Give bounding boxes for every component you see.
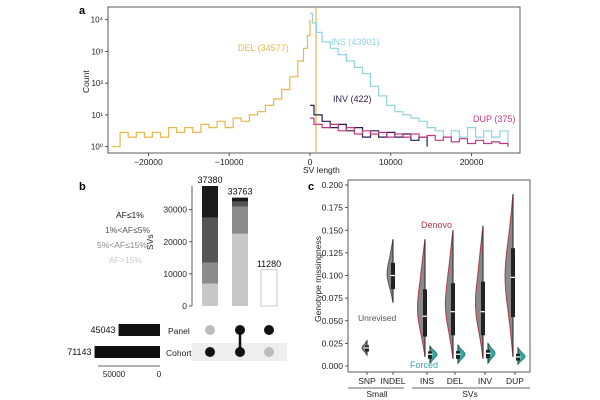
- upset-ylabel: SVs: [145, 234, 155, 250]
- upset-bar-segment: [202, 283, 218, 306]
- legend-af-2: 1%<AF≤5%: [105, 225, 151, 235]
- series-line-inv: [310, 104, 428, 147]
- upset-bar-segment: [232, 201, 248, 207]
- panel-c-ylabel: Genotype missingness: [313, 236, 323, 322]
- box-forced-ins-box: [428, 351, 432, 359]
- c-y-tick-label: 0.175: [322, 203, 344, 213]
- box-denovo-del-box: [451, 283, 455, 336]
- y-tick-label: 10⁴: [91, 16, 104, 25]
- panel-c: c 0.000 0.025 0.050 0.075 0.100 0.125 0.150 0.1…: [308, 179, 531, 399]
- c-x-tick-label: SNP: [358, 376, 376, 386]
- x-tick-label: 10000: [379, 157, 403, 167]
- annotation-unrevised: Unrevised: [358, 313, 397, 323]
- legend-af-3: 5%<AF≤15%: [97, 240, 147, 250]
- box-denovo-dup-box: [511, 248, 515, 318]
- c-y-tick-label: 0.100: [322, 271, 344, 281]
- c-y-tick-label: 0.050: [322, 316, 344, 326]
- upset-y-tick-label: 30000: [163, 205, 187, 215]
- box-denovo-ins-box: [423, 289, 427, 337]
- annotation-denovo: Denovo: [421, 220, 452, 230]
- panel-c-frame: [347, 179, 531, 373]
- c-x-tick-label: INDEL: [380, 376, 405, 386]
- upset-matrix-dot: [264, 347, 274, 357]
- upset-bar-segment: [202, 217, 218, 263]
- set-name-panel: Panel: [168, 326, 190, 336]
- panel-c-label: c: [308, 181, 314, 193]
- upset-bar-label: 11280: [257, 259, 281, 269]
- c-x-tick-label: DEL: [447, 376, 464, 386]
- upset-bar-segment: [260, 269, 278, 307]
- x-tick-label: −10000: [215, 157, 244, 167]
- series-line-ins: [310, 12, 509, 147]
- violin-forced-del: [457, 343, 466, 365]
- y-tick-label: 10³: [91, 47, 103, 56]
- series-line-dup: [310, 117, 509, 147]
- panel-a-frame: [107, 6, 521, 154]
- series-label-inv: INV (422): [333, 94, 372, 104]
- upset-bar-label: 37380: [197, 175, 222, 185]
- panel-b-label: b: [79, 181, 86, 193]
- set-size-bar: [94, 346, 160, 358]
- panel-a-label: a: [79, 5, 86, 17]
- panel-a-xlabel: SV length: [303, 165, 340, 175]
- series-label-dup: DUP (375): [473, 114, 515, 124]
- upset-matrix-dot: [205, 325, 215, 335]
- upset-bar-segment: [202, 262, 218, 284]
- upset-y-tick-label: 20000: [163, 237, 187, 247]
- group-label-small: Small: [366, 389, 387, 399]
- set-size-bar: [118, 324, 160, 336]
- y-tick-label: 10²: [91, 79, 103, 88]
- c-y-tick-label: 0.200: [322, 180, 344, 190]
- upset-bar-segment: [232, 206, 248, 234]
- x-tick-label: −20000: [134, 157, 163, 167]
- c-y-tick-label: 0.125: [322, 248, 344, 258]
- violin-forced-inv: [487, 341, 496, 365]
- set-axis-tick-50000: 50000: [103, 370, 126, 379]
- upset-bar-segment: [232, 197, 248, 202]
- box-forced-inv-box: [486, 349, 490, 359]
- box-forced-del-box: [456, 351, 460, 359]
- group-label-svs: SVs: [462, 389, 478, 399]
- upset-matrix-dot: [264, 325, 274, 335]
- upset-bar-label: 33763: [227, 187, 252, 197]
- panel-b: b AF≤1% 1%<AF≤5% 5%<AF≤15% AF>15% 0 10000…: [67, 175, 287, 379]
- upset-y-tick-label: 10000: [163, 269, 187, 279]
- series-label-del: DEL (34577): [238, 43, 289, 53]
- upset-matrix-dot: [205, 347, 215, 357]
- c-y-tick-label: 0.150: [322, 225, 344, 235]
- box-denovo-inv-box: [481, 281, 485, 336]
- c-x-tick-label: INS: [420, 376, 435, 386]
- series-label-ins: INS (43901): [331, 37, 380, 47]
- legend-af-1: AF≤1%: [116, 210, 144, 220]
- panel-a: a −20000 −10000 0 10000 20000 10⁰ 10¹ 10² 10³ 10⁴…: [79, 5, 521, 175]
- upset-bar-segment: [202, 186, 218, 218]
- set-axis-tick-0: 0: [157, 370, 162, 379]
- c-x-tick-label: INV: [478, 376, 493, 386]
- set-name-cohort: Cohort: [166, 348, 192, 358]
- c-y-tick-label: 0.000: [322, 361, 344, 371]
- c-y-tick-label: 0.075: [322, 293, 344, 303]
- series-line-del: [112, 19, 311, 148]
- upset-y-tick-label: 0: [182, 301, 187, 311]
- violin-forced-ins: [429, 344, 438, 365]
- y-tick-label: 10⁰: [91, 143, 103, 152]
- x-tick-label: 0: [308, 157, 313, 167]
- c-x-tick-label: DUP: [506, 376, 524, 386]
- set-size-label: 71143: [67, 347, 91, 357]
- upset-bar-segment: [232, 233, 248, 306]
- y-tick-label: 10¹: [91, 111, 103, 120]
- annotation-forced: Forced: [410, 360, 438, 370]
- x-tick-label: 20000: [460, 157, 484, 167]
- legend-af-4: AF>15%: [109, 255, 142, 265]
- panel-a-ylabel: Count: [81, 70, 91, 93]
- c-y-tick-label: 0.025: [322, 338, 344, 348]
- set-size-label: 45043: [91, 325, 116, 335]
